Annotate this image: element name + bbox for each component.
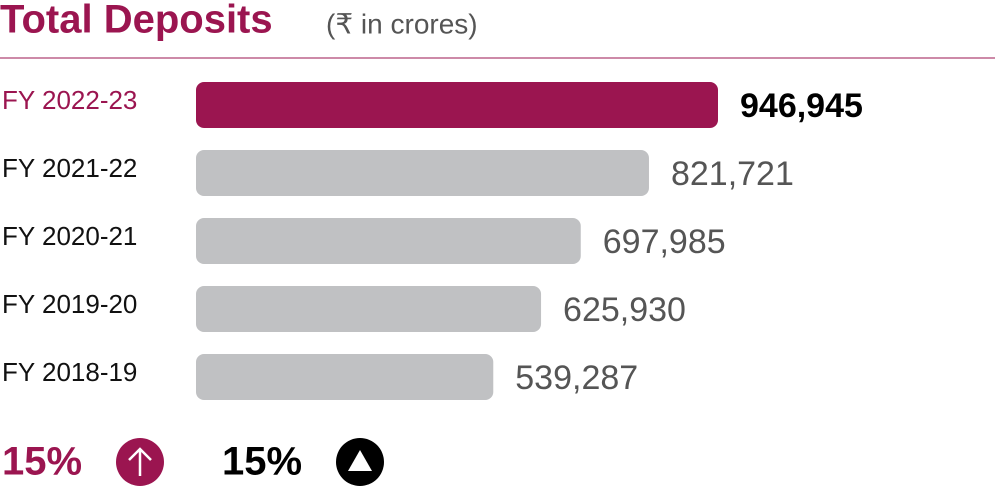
value-label: 697,985 — [603, 223, 726, 261]
chart-subtitle: (₹ in crores) — [326, 8, 478, 39]
growth-value: 15% — [2, 440, 82, 484]
value-label: 946,945 — [740, 87, 863, 125]
up-arrow — [128, 447, 152, 476]
bar — [196, 150, 649, 196]
category-label: FY 2018-19 — [2, 357, 137, 387]
growth-value: 15% — [222, 440, 302, 484]
category-label: FY 2020-21 — [2, 221, 137, 251]
bar — [196, 354, 494, 400]
bar — [196, 82, 718, 128]
category-label: FY 2022-23 — [2, 85, 137, 115]
value-label: 625,930 — [563, 291, 686, 329]
value-label: 539,287 — [515, 359, 638, 397]
chart-title: Total Deposits — [0, 0, 273, 42]
triangle — [348, 450, 372, 471]
category-label: FY 2019-20 — [2, 289, 137, 319]
bar — [196, 218, 581, 264]
bar — [196, 286, 542, 332]
category-label: FY 2021-22 — [2, 153, 137, 183]
value-label: 821,721 — [671, 155, 794, 193]
